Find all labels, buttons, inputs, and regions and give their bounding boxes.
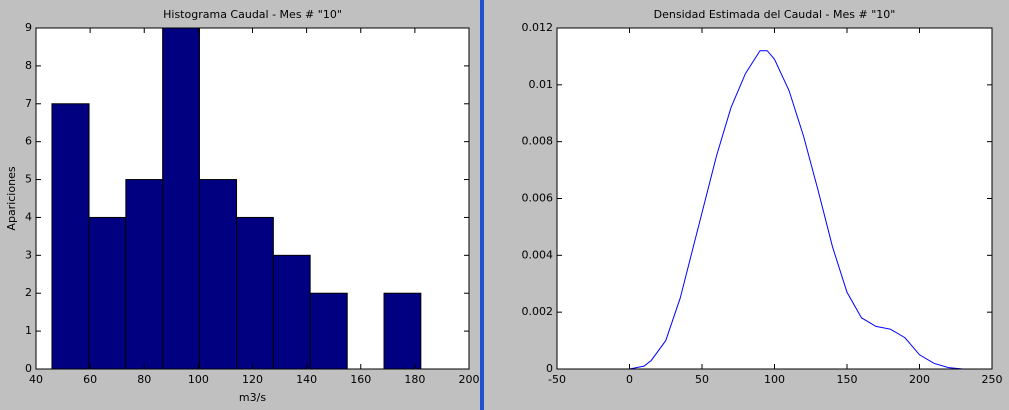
x-tick-label: 180 [404,373,425,386]
x-tick-label: 120 [242,373,263,386]
plot-frame [35,27,470,370]
y-tick-label: 0 [546,362,553,375]
plot-frame [556,27,993,370]
y-tick-label: 0 [25,362,32,375]
chart-title: Densidad Estimada del Caudal - Mes # "10… [654,8,896,21]
bar [125,179,164,370]
y-tick-label: 0.01 [529,78,554,91]
y-tick-label: 0.012 [522,21,554,34]
bar [383,292,422,370]
bar [162,27,200,370]
x-tick-label: 60 [83,373,97,386]
x-tick-label: 0 [626,373,633,386]
y-tick-label: 0.004 [522,248,554,261]
plot-area [557,28,992,369]
x-tick-label: 140 [296,373,317,386]
y-tick-label: 1 [25,324,32,337]
y-tick-label: 9 [25,21,32,34]
y-tick-label: 0.008 [522,135,554,148]
bar [272,254,311,370]
x-tick-label: 50 [695,373,709,386]
x-tick-label: 100 [764,373,785,386]
bar [88,216,127,370]
y-tick-label: 3 [25,248,32,261]
y-tick-label: 4 [25,210,32,223]
chart-title: Histograma Caudal - Mes # "10" [163,8,342,21]
y-tick-label: 7 [25,97,32,110]
bar [309,292,348,370]
x-tick-label: 200 [459,373,480,386]
y-tick-label: 5 [25,173,32,186]
x-tick-label: 150 [837,373,858,386]
bar [51,103,90,370]
y-tick-label: 2 [25,286,32,299]
y-tick-label: 6 [25,135,32,148]
bar [198,179,238,370]
x-axis-label: m3/s [239,391,266,404]
x-tick-label: 250 [982,373,1003,386]
x-tick-label: 200 [909,373,930,386]
density-line [629,50,964,370]
x-tick-label: 40 [29,373,43,386]
x-tick-label: 160 [350,373,371,386]
y-axis-label: Apariciones [5,166,18,230]
y-tick-label: 0.006 [522,192,554,205]
y-tick-label: 8 [25,59,32,72]
x-tick-label: 100 [188,373,209,386]
y-tick-label: 0.002 [522,305,554,318]
x-tick-label: 80 [137,373,151,386]
divider [480,0,484,410]
bar [236,216,274,370]
x-tick-label: -50 [548,373,566,386]
